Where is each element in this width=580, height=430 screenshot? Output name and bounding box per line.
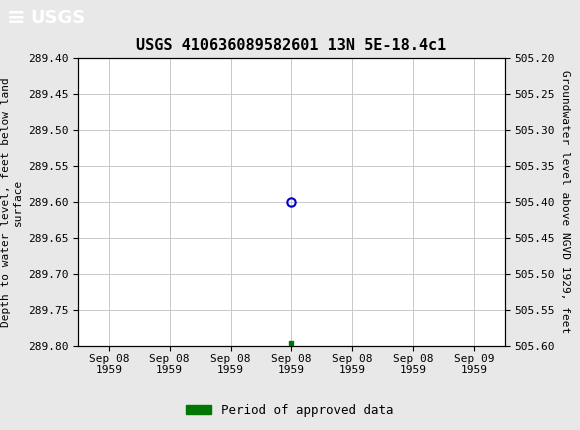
Y-axis label: Groundwater level above NGVD 1929, feet: Groundwater level above NGVD 1929, feet (560, 71, 570, 334)
Title: USGS 410636089582601 13N 5E-18.4c1: USGS 410636089582601 13N 5E-18.4c1 (136, 38, 447, 53)
Legend: Period of approved data: Period of approved data (181, 399, 399, 421)
Text: USGS: USGS (30, 9, 85, 27)
Y-axis label: Depth to water level, feet below land
surface: Depth to water level, feet below land su… (1, 77, 23, 327)
Text: ≡: ≡ (7, 8, 26, 28)
